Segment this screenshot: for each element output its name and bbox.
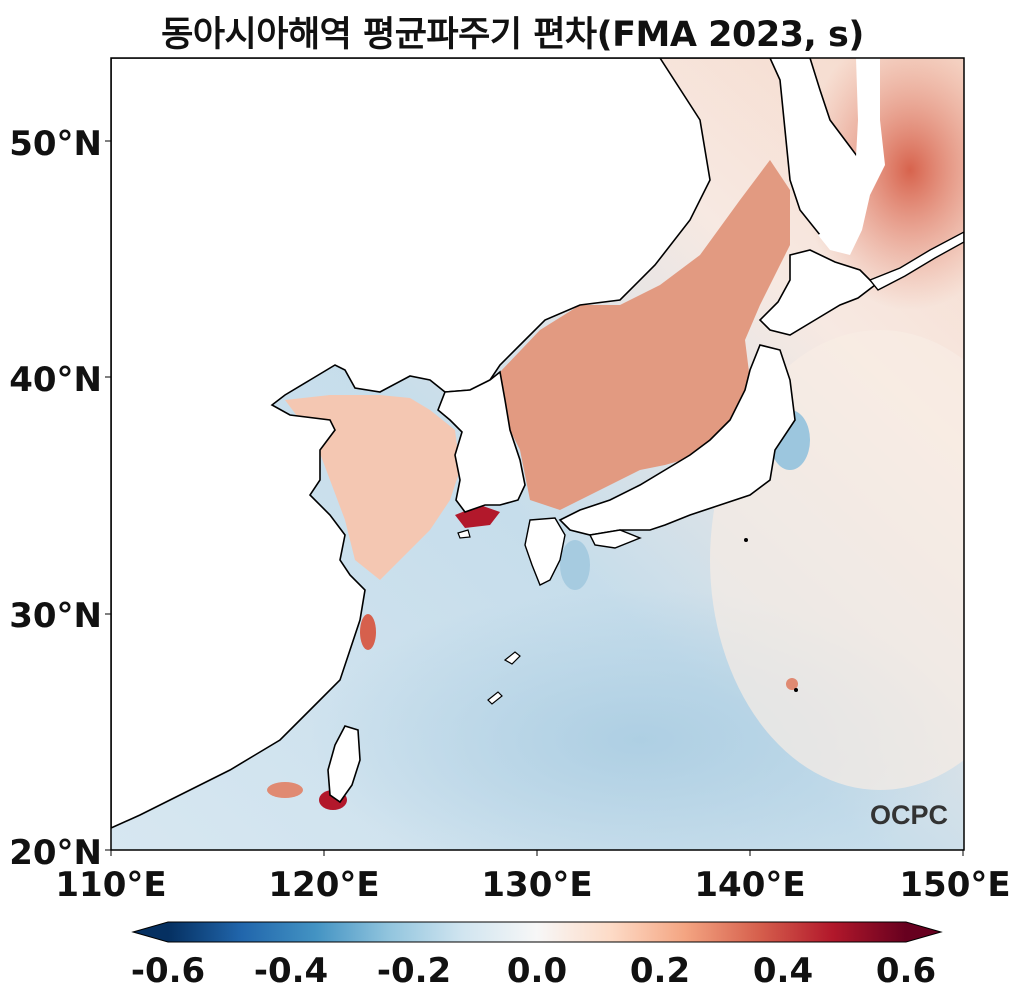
island-ryukyu [487,691,503,705]
yellow-sea-region [285,395,460,580]
lat-tick-40: 40°N [9,360,102,400]
colorbar-extend-min [133,922,168,942]
land-kyushu [524,517,566,586]
colorbar-tick-neg04: -0.4 [254,951,328,991]
lon-tick-110: 110°E [55,865,166,905]
colorbar-tick-neg02: -0.2 [377,951,451,991]
land-sakhalin-east [818,58,885,255]
island-jeju [457,529,471,539]
lat-ticks: 20°N 30°N 40°N 50°N [9,124,111,873]
kyushu-negative-spot [560,540,590,590]
map-title: 동아시아해역 평균파주기 편차(FMA 2023, s) [161,15,864,55]
land-china [111,58,711,829]
map-panel [111,58,964,850]
land-shikoku [588,529,642,549]
colorbar: -0.6 -0.4 -0.2 0.0 0.2 0.4 0.6 [131,921,943,991]
lon-tick-150: 150°E [899,865,1010,905]
lon-tick-140: 140°E [694,865,805,905]
lat-tick-20: 20°N [9,833,102,873]
island-bonin [794,688,798,692]
south-china-coast-spot [267,782,303,798]
land-taiwan [327,725,361,804]
colorbar-tick-neg06: -0.6 [131,951,205,991]
lat-tick-50: 50°N [9,124,102,164]
ogasawara-spot [786,678,798,690]
east-sea-positive-region [500,160,790,510]
logo-ocpc: OCPC [870,800,948,830]
lon-tick-120: 120°E [268,865,379,905]
island-izu [744,538,748,542]
land-hokkaido [758,249,877,336]
colorbar-tick-04: 0.4 [753,951,813,991]
east-china-coast-spot [360,614,376,650]
colorbar-tick-0: 0.0 [507,951,567,991]
lon-tick-130: 130°E [481,865,592,905]
colorbar-extend-max [906,922,941,942]
colorbar-tick-06: 0.6 [876,951,936,991]
lon-ticks: 110°E 120°E 130°E 140°E 150°E [55,850,1011,905]
land-kuril-islands [868,231,964,291]
colorbar-gradient [168,922,906,942]
colorbar-outline [131,921,943,943]
island-okinawa [503,651,521,665]
lat-tick-30: 30°N [9,596,102,636]
colorbar-tick-02: 0.2 [630,951,690,991]
land-korea [437,370,526,513]
